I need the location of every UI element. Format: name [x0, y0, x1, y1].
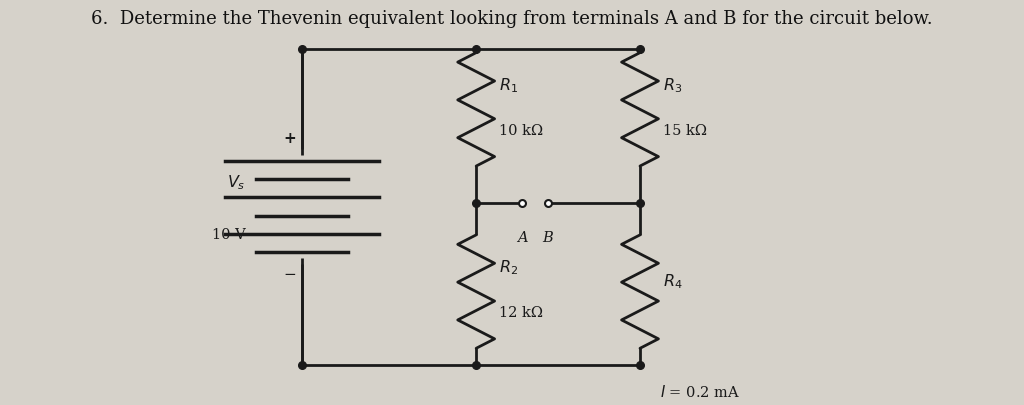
Text: $R_3$: $R_3$ — [663, 77, 682, 95]
Text: 6.  Determine the Thevenin equivalent looking from terminals A and B for the cir: 6. Determine the Thevenin equivalent loo… — [91, 10, 933, 28]
Text: 12 kΩ: 12 kΩ — [499, 306, 543, 320]
Text: 10 V: 10 V — [212, 228, 246, 242]
Text: B: B — [543, 231, 553, 245]
Text: −: − — [284, 267, 296, 282]
Text: +: + — [284, 131, 296, 146]
Text: 10 kΩ: 10 kΩ — [499, 124, 543, 138]
Text: $R_2$: $R_2$ — [499, 259, 518, 277]
Text: 15 kΩ: 15 kΩ — [663, 124, 707, 138]
Text: $R_1$: $R_1$ — [499, 77, 518, 95]
Text: $R_4$: $R_4$ — [663, 272, 682, 291]
Text: A: A — [517, 231, 527, 245]
Text: $I$ = 0.2 mA: $I$ = 0.2 mA — [660, 384, 740, 400]
Text: $V_s$: $V_s$ — [227, 173, 246, 192]
